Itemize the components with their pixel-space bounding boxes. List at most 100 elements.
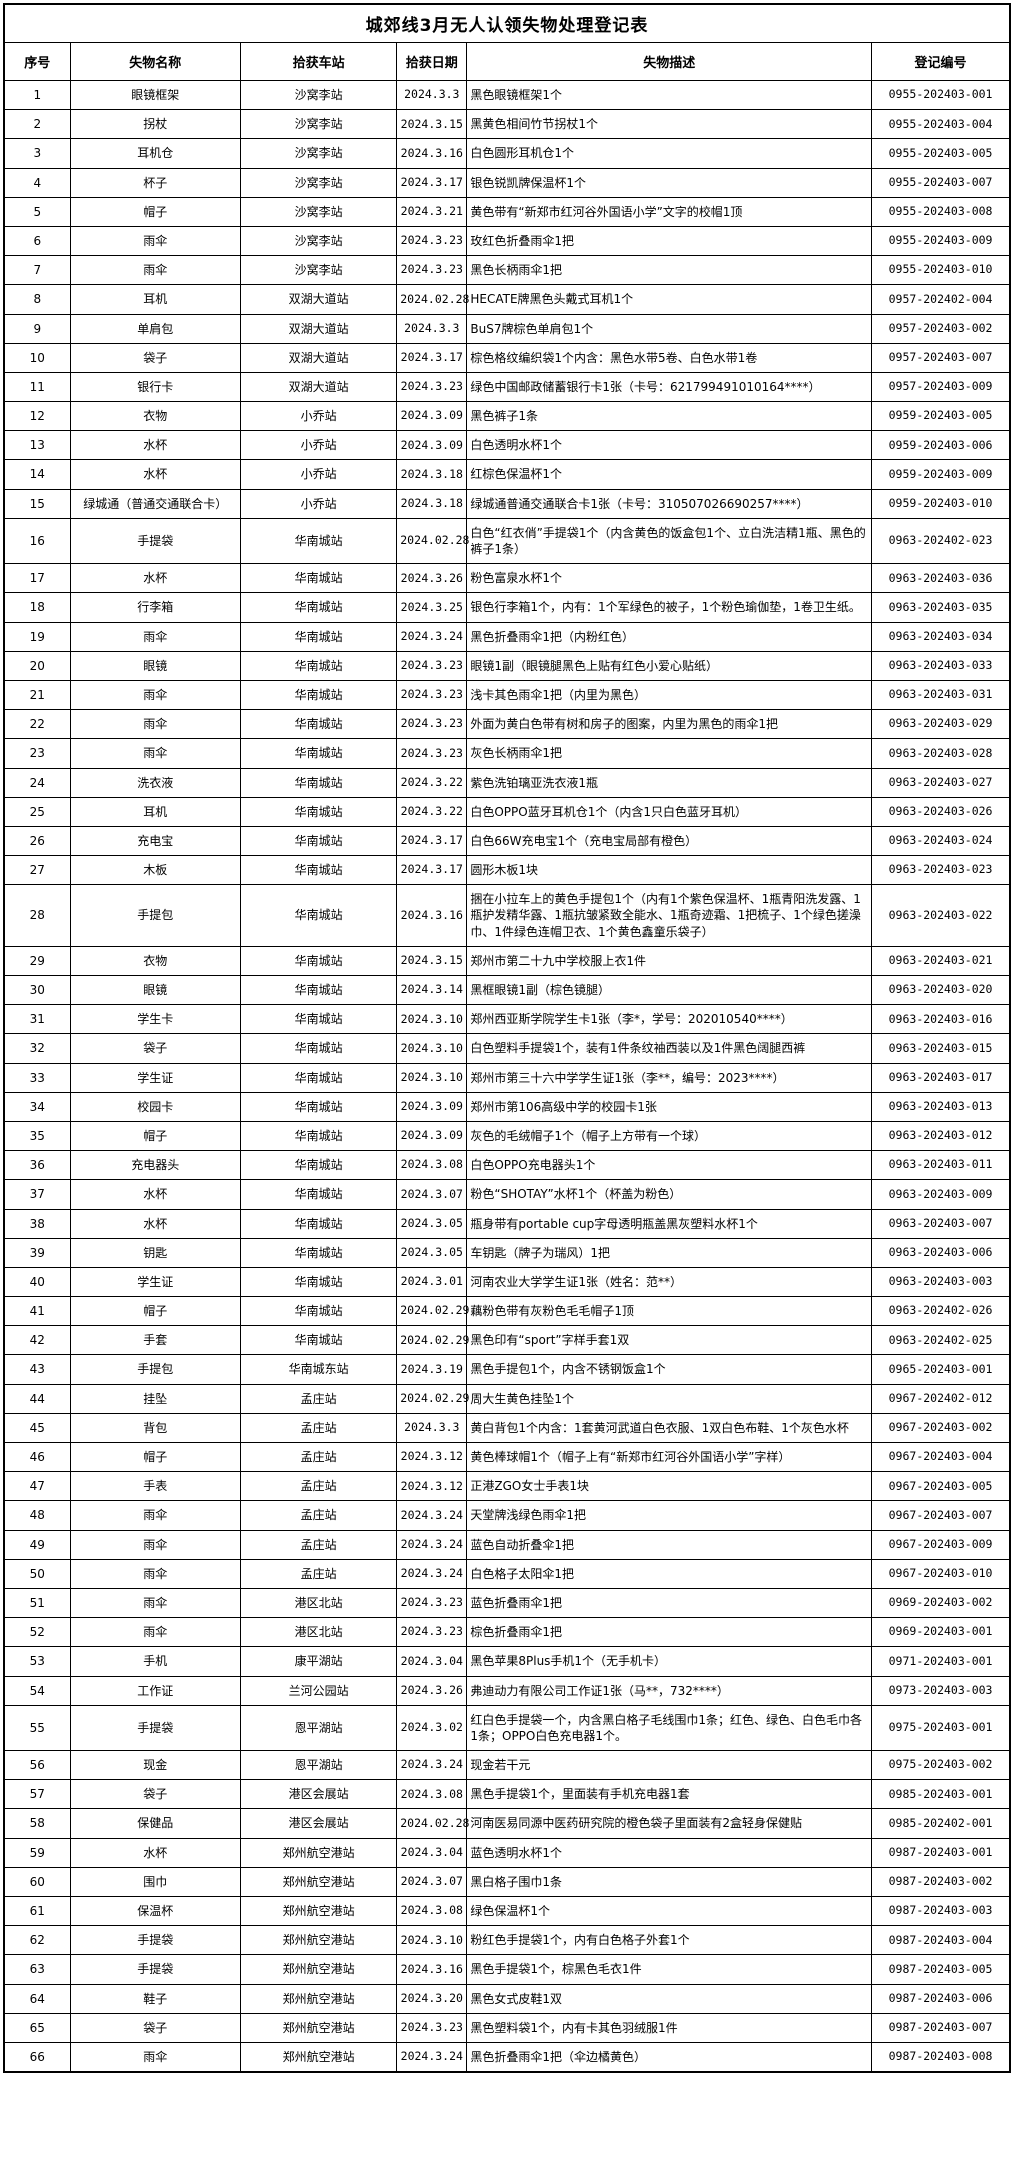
cell-description: 河南医易同源中医药研究院的橙色袋子里面装有2盒轻身保健贴	[466, 1808, 873, 1839]
cell-item-name: 学生证	[69, 1266, 241, 1298]
cell-description: 黑框眼镜1副（棕色镜腿）	[466, 974, 873, 1006]
cell-date: 2024.3.20	[396, 1983, 468, 2014]
cell-description: 郑州西亚斯学院学生卡1张（李*，学号：202010540****）	[466, 1004, 873, 1035]
cell-station: 华南城站	[239, 621, 398, 652]
cell-description: 周大生黄色挂坠1个	[466, 1383, 873, 1414]
cell-registration-no: 0955-202403-005	[871, 138, 1011, 169]
header-row: 序号 失物名称 拾获车站 拾获日期 失物描述 登记编号	[3, 42, 1011, 81]
cell-description: 绿色保温杯1个	[466, 1895, 873, 1927]
cell-description: 灰色长柄雨伞1把	[466, 738, 873, 769]
table-row: 37 水杯 华南城站 2024.3.07 粉色“SHOTAY”水杯1个（杯盖为粉色） 09…	[3, 1179, 1011, 1210]
cell-description: 藕粉色带有灰粉色毛毛帽子1顶	[466, 1296, 873, 1327]
cell-description: 眼镜1副（眼镜腿黑色上贴有红色小爱心贴纸）	[466, 650, 873, 681]
cell-item-name: 手机	[69, 1646, 241, 1677]
cell-station: 郑州航空港站	[239, 1983, 398, 2014]
table-row: 17 水杯 华南城站 2024.3.26 粉色富泉水杯1个 0963-202403-036	[3, 563, 1011, 594]
table-row: 65 袋子 郑州航空港站 2024.3.23 黑色塑料袋1个，内有卡其色羽绒服1件 098…	[3, 2012, 1011, 2043]
cell-station: 港区北站	[239, 1617, 398, 1648]
cell-description: 河南农业大学学生证1张（姓名：范**）	[466, 1266, 873, 1298]
cell-item-name: 木板	[69, 855, 241, 886]
cell-index: 2	[3, 109, 71, 140]
cell-item-name: 手提包	[69, 1354, 241, 1385]
cell-registration-no: 0955-202403-009	[871, 225, 1011, 257]
header-description: 失物描述	[466, 42, 873, 81]
cell-date: 2024.3.09	[396, 1091, 468, 1122]
cell-item-name: 手提包	[69, 884, 241, 947]
cell-index: 16	[3, 517, 71, 565]
cell-registration-no: 0967-202402-012	[871, 1383, 1011, 1414]
cell-index: 52	[3, 1617, 71, 1648]
cell-item-name: 雨伞	[69, 738, 241, 769]
table-row: 41 帽子 华南城站 2024.02.29 藕粉色带有灰粉色毛毛帽子1顶 0963-202…	[3, 1296, 1011, 1327]
cell-registration-no: 0963-202403-035	[871, 592, 1011, 623]
cell-item-name: 水杯	[69, 1208, 241, 1239]
cell-index: 9	[3, 313, 71, 344]
cell-index: 57	[3, 1779, 71, 1810]
cell-date: 2024.3.24	[396, 2041, 468, 2073]
cell-registration-no: 0987-202403-004	[871, 1925, 1011, 1956]
table-row: 57 袋子 港区会展站 2024.3.08 黑色手提袋1个，里面装有手机充电器1套 098…	[3, 1779, 1011, 1810]
cell-station: 小乔站	[239, 488, 398, 519]
cell-registration-no: 0955-202403-008	[871, 196, 1011, 227]
cell-station: 华南城站	[239, 1091, 398, 1122]
cell-item-name: 银行卡	[69, 371, 241, 403]
cell-date: 2024.3.23	[396, 709, 468, 740]
cell-date: 2024.3.24	[396, 1500, 468, 1531]
cell-index: 12	[3, 401, 71, 432]
table-row: 24 洗衣液 华南城站 2024.3.22 紫色洗铂璃亚洗衣液1瓶 0963-202403…	[3, 767, 1011, 798]
header-registration-no: 登记编号	[871, 42, 1011, 81]
cell-station: 恩平湖站	[239, 1750, 398, 1781]
cell-date: 2024.3.05	[396, 1237, 468, 1268]
table-row: 33 学生证 华南城站 2024.3.10 郑州市第三十六中学学生证1张（李**，编号：…	[3, 1062, 1011, 1093]
cell-registration-no: 0959-202403-005	[871, 401, 1011, 432]
cell-station: 兰河公园站	[239, 1675, 398, 1706]
cell-date: 2024.3.23	[396, 1617, 468, 1648]
cell-description: 红棕色保温杯1个	[466, 459, 873, 490]
cell-registration-no: 0987-202403-003	[871, 1895, 1011, 1927]
cell-date: 2024.3.04	[396, 1837, 468, 1868]
cell-station: 港区北站	[239, 1587, 398, 1619]
cell-date: 2024.3.15	[396, 945, 468, 977]
cell-index: 51	[3, 1587, 71, 1619]
table-row: 19 雨伞 华南城站 2024.3.24 黑色折叠雨伞1把（内粉红色） 0963-2024…	[3, 621, 1011, 652]
cell-description: 白色塑料手提袋1个，装有1件条纹袖西装以及1件黑色阔腿西裤	[466, 1033, 873, 1064]
cell-station: 华南城站	[239, 945, 398, 977]
table-row: 1 眼镜框架 沙窝李站 2024.3.3 黑色眼镜框架1个 0955-202403-001	[3, 79, 1011, 111]
cell-index: 35	[3, 1120, 71, 1152]
cell-date: 2024.3.09	[396, 1120, 468, 1152]
table-row: 10 袋子 双湖大道站 2024.3.17 棕色格纹编织袋1个内含：黑色水带5卷、白色水…	[3, 342, 1011, 373]
cell-index: 22	[3, 709, 71, 740]
table-row: 4 杯子 沙窝李站 2024.3.17 银色锐凯牌保温杯1个 0955-202403-00…	[3, 167, 1011, 198]
cell-registration-no: 0959-202403-010	[871, 488, 1011, 519]
cell-registration-no: 0959-202403-009	[871, 459, 1011, 490]
cell-index: 8	[3, 284, 71, 315]
cell-date: 2024.3.23	[396, 679, 468, 711]
cell-item-name: 手套	[69, 1325, 241, 1356]
cell-index: 20	[3, 650, 71, 681]
table-row: 23 雨伞 华南城站 2024.3.23 灰色长柄雨伞1把 0963-202403-028	[3, 738, 1011, 769]
cell-description: 捆在小拉车上的黄色手提包1个（内有1个紫色保温杯、1瓶青阳洗发露、1瓶护发精华露…	[466, 884, 873, 947]
cell-date: 2024.3.24	[396, 1558, 468, 1589]
cell-description: 红白色手提袋一个，内含黑白格子毛线围巾1条；红色、绿色、白色毛巾各1条；OPPO…	[466, 1704, 873, 1752]
table-row: 6 雨伞 沙窝李站 2024.3.23 玫红色折叠雨伞1把 0955-202403-009	[3, 225, 1011, 257]
cell-index: 44	[3, 1383, 71, 1414]
cell-item-name: 雨伞	[69, 679, 241, 711]
cell-registration-no: 0967-202403-007	[871, 1500, 1011, 1531]
cell-description: 郑州市第三十六中学学生证1张（李**，编号：2023****）	[466, 1062, 873, 1093]
cell-item-name: 手提袋	[69, 1925, 241, 1956]
cell-registration-no: 0963-202402-026	[871, 1296, 1011, 1327]
table-row: 20 眼镜 华南城站 2024.3.23 眼镜1副（眼镜腿黑色上贴有红色小爱心贴纸） 09…	[3, 650, 1011, 681]
cell-index: 15	[3, 488, 71, 519]
table-row: 28 手提包 华南城站 2024.3.16 捆在小拉车上的黄色手提包1个（内有1个紫色保…	[3, 884, 1011, 947]
cell-index: 50	[3, 1558, 71, 1589]
cell-date: 2024.3.10	[396, 1062, 468, 1093]
cell-registration-no: 0967-202403-004	[871, 1441, 1011, 1473]
cell-item-name: 学生卡	[69, 1004, 241, 1035]
table-row: 32 袋子 华南城站 2024.3.10 白色塑料手提袋1个，装有1件条纹袖西装以及1件…	[3, 1033, 1011, 1064]
cell-item-name: 水杯	[69, 430, 241, 461]
table-row: 35 帽子 华南城站 2024.3.09 灰色的毛绒帽子1个（帽子上方带有一个球） 096…	[3, 1120, 1011, 1152]
cell-description: HECATE牌黑色头戴式耳机1个	[466, 284, 873, 315]
table-row: 26 充电宝 华南城站 2024.3.17 白色66W充电宝1个（充电宝局部有橙色） 09…	[3, 825, 1011, 857]
table-row: 60 围巾 郑州航空港站 2024.3.07 黑白格子围巾1条 0987-202403-0…	[3, 1866, 1011, 1898]
cell-description: 银色行李箱1个，内有：1个军绿色的被子，1个粉色瑜伽垫，1卷卫生纸。	[466, 592, 873, 623]
